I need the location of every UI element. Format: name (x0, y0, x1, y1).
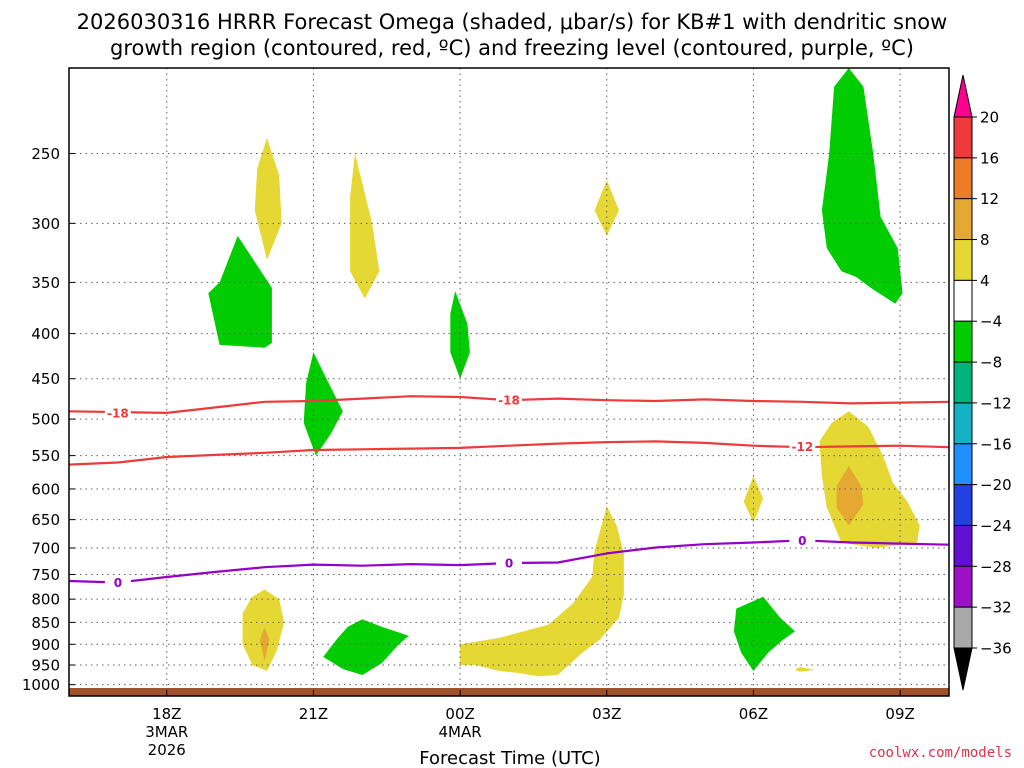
omega-region-8 (836, 465, 864, 526)
omega-shading (208, 68, 920, 677)
colorbar-swatch-9 (953, 484, 973, 526)
x-tick-label-18Z-2: 2026 (148, 741, 186, 759)
y-tick-label-950: 950 (31, 657, 60, 675)
plot-frame (68, 67, 950, 697)
colorbar-swatch-7 (953, 402, 973, 445)
x-tick-label-09Z-0: 09Z (885, 705, 914, 723)
colorbar-label-11: −28 (980, 558, 1012, 576)
contour-label-2-0: 0 (114, 576, 122, 590)
contour-label-0-0: -18 (107, 406, 129, 420)
y-tick-label-750: 750 (31, 566, 60, 584)
y-tick-label-800: 800 (31, 591, 60, 609)
omega-region-15 (795, 667, 815, 672)
colorbar-swatch-11 (953, 565, 973, 608)
y-tick-label-650: 650 (31, 511, 60, 529)
x-tick-label-03Z-0: 03Z (592, 705, 621, 723)
contour-label-bg-2-2 (789, 533, 816, 548)
omega-region-6 (821, 68, 903, 304)
colorbar-label-3: 8 (980, 231, 990, 249)
contour-label-bg-2-1 (496, 556, 522, 571)
colorbar-label-9: −20 (980, 476, 1012, 494)
contour-label-bg-0-1 (496, 393, 522, 408)
omega-region-7 (819, 411, 920, 548)
colorbar-swatch-12 (953, 606, 973, 649)
colorbar-swatch-6 (953, 361, 973, 404)
contour-label-2-2: 0 (798, 534, 806, 548)
pressure-axis: 250 300 350 400 450 500 550 600 650 700 750 800 850 9… (22, 145, 75, 694)
contour-label-bg-0-0 (104, 405, 131, 420)
omega-region-2 (350, 153, 380, 299)
colorbar-label-13: −36 (980, 640, 1012, 658)
y-tick-label-250: 250 (31, 145, 60, 163)
y-tick-label-700: 700 (31, 540, 60, 558)
colorbar-swatch-5 (953, 320, 973, 363)
omega-region-13 (323, 619, 409, 675)
omega-region-1 (254, 137, 282, 260)
y-tick-label-350: 350 (31, 274, 60, 292)
y-tick-label-450: 450 (31, 370, 60, 388)
chart-title-line-2: growth region (contoured, red, ºC) and f… (110, 36, 914, 60)
x-tick-label-06Z-0: 06Z (739, 705, 768, 723)
colorbar-label-6: −8 (980, 354, 1002, 372)
x-axis-label: Forecast Time (UTC) (419, 748, 600, 768)
colorbar-top-arrow (953, 74, 973, 118)
colorbar-swatch-1 (953, 157, 973, 200)
contour-label-1-0: -12 (791, 440, 813, 454)
contour-minus12 (68, 440, 950, 466)
colorbar-label-7: −12 (980, 394, 1012, 412)
x-tick-label-18Z-0: 18Z (152, 705, 181, 723)
y-tick-label-500: 500 (31, 411, 60, 429)
contour-label-2-1: 0 (505, 557, 513, 571)
gridlines (69, 68, 949, 696)
y-tick-label-900: 900 (31, 636, 60, 654)
y-tick-label-1000: 1000 (22, 676, 60, 694)
omega-region-0 (208, 235, 272, 348)
colorbar-label-4: 4 (980, 272, 990, 290)
credit-link[interactable]: coolwx.com/models (869, 745, 1012, 761)
colorbar-swatch-8 (953, 443, 973, 486)
colorbar-label-1: 16 (980, 149, 999, 167)
y-tick-label-400: 400 (31, 325, 60, 343)
contour-label-bg-2-0 (104, 575, 131, 590)
contour-minus18 (68, 395, 950, 414)
omega-region-4 (303, 352, 343, 456)
contour-labels: -18 -18 -12 0 0 0 (104, 393, 816, 590)
colorbar-label-12: −32 (980, 599, 1012, 617)
colorbar-swatch-4 (953, 279, 973, 322)
colorbar-label-5: −4 (980, 313, 1002, 331)
colorbar-bottom-arrow (953, 647, 973, 691)
contour-label-bg-1-0 (789, 439, 816, 454)
omega-region-9 (743, 476, 764, 523)
y-tick-label-850: 850 (31, 614, 60, 632)
colorbar-swatch-10 (953, 524, 973, 567)
colorbar-label-0: 20 (980, 109, 999, 127)
colorbar-label-2: 12 (980, 190, 999, 208)
y-tick-label-550: 550 (31, 447, 60, 465)
y-tick-label-600: 600 (31, 480, 60, 498)
omega-region-14 (733, 596, 795, 671)
omega-region-10 (460, 506, 624, 677)
terrain (69, 688, 949, 696)
colorbar-swatch-3 (953, 239, 973, 281)
x-tick-label-18Z-1: 3MAR (145, 723, 188, 741)
omega-region-12 (259, 626, 270, 661)
x-tick-label-00Z-0: 00Z (445, 705, 474, 723)
terrain-band (69, 688, 949, 696)
chart-title-line-1: 2026030316 HRRR Forecast Omega (shaded, … (77, 10, 948, 34)
omega-colorbar: 20 16 12 8 4 −4 −8 −12 −16 −20 −24 −28 −32 −36 (953, 74, 1012, 691)
contour-label-0-1: -18 (498, 394, 520, 408)
x-tick-label-00Z-1: 4MAR (439, 723, 482, 741)
colorbar-swatch-0 (953, 116, 973, 159)
colorbar-label-8: −16 (980, 435, 1012, 453)
colorbar-label-10: −24 (980, 517, 1012, 535)
omega-region-5 (594, 180, 619, 236)
y-tick-label-300: 300 (31, 215, 60, 233)
omega-region-3 (450, 291, 470, 379)
colorbar-swatch-2 (953, 198, 973, 241)
x-tick-label-21Z-0: 21Z (299, 705, 328, 723)
